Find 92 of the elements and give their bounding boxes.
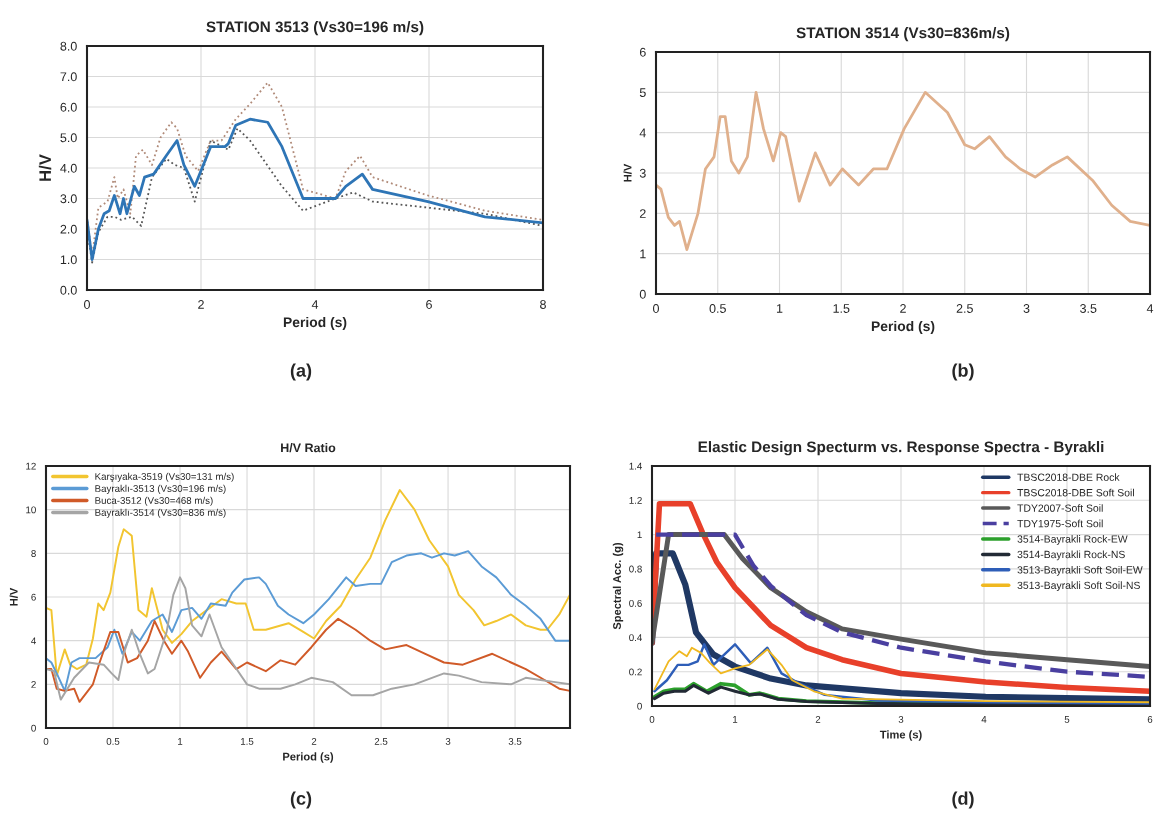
y-tick-label: 0.6 — [629, 599, 642, 607]
text: (c) — [290, 791, 312, 809]
text: (a) — [290, 363, 312, 381]
line-series — [656, 90, 1150, 252]
x-tick-label: 0 — [653, 304, 659, 313]
x-tick-label: 2 — [815, 715, 821, 723]
y-axis-title: Spectral Acc. (g) — [612, 542, 624, 630]
x-tick-label: 3 — [445, 737, 451, 745]
x-tick-label: 0 — [649, 715, 655, 723]
legend-label: Bayraklı-3514 (Vs30=836 m/s) — [95, 508, 226, 518]
y-tick-label: 2 — [639, 209, 646, 218]
x-axis-title: Time (s) — [879, 730, 922, 741]
text: (b) — [952, 363, 974, 381]
x-tick-label: 0 — [43, 737, 49, 745]
y-tick-label: 1.4 — [629, 462, 642, 470]
y-axis-title: H/V — [38, 154, 52, 181]
legend-label: TBSC2018-DBE Rock — [1017, 473, 1120, 481]
y-tick-label: 6 — [31, 593, 36, 601]
x-tick-label: 3 — [898, 715, 904, 723]
text: (d) — [952, 791, 974, 809]
y-tick-label: 1.0 — [60, 255, 77, 265]
y-axis-title: H/V — [623, 163, 632, 182]
chart-title: H/V Ratio — [281, 443, 336, 453]
x-tick-label: 1 — [733, 716, 738, 723]
y-tick-label: 8.0 — [60, 41, 77, 51]
y-tick-label: 1 — [637, 531, 642, 539]
y-tick-label: 4.0 — [60, 163, 77, 173]
y-tick-label: 3.0 — [60, 194, 77, 204]
x-tick-label: 6 — [1147, 715, 1153, 723]
legend-label: Bayraklı-3513 (Vs30=196 m/s) — [95, 484, 226, 494]
y-tick-label: 0 — [31, 724, 36, 732]
x-tick-label: 2.5 — [956, 304, 973, 313]
y-tick-label: 12 — [26, 462, 36, 470]
x-tick-label: 2.5 — [374, 737, 388, 745]
legend-label: Karşıyaka-3519 (Vs30=131 m/s) — [95, 472, 234, 482]
y-tick-label: 0.4 — [629, 634, 642, 642]
y-tick-label: 6.0 — [60, 102, 77, 112]
y-tick-label: 4 — [31, 637, 36, 645]
legend-label: 3513-Bayrakli Soft Soil-NS — [1017, 581, 1140, 592]
x-tick-label: 8 — [540, 300, 546, 309]
x-tick-label: 0.5 — [106, 737, 120, 745]
y-axis-title: H/V — [9, 587, 18, 606]
legend-label: 3514-Bayrakli Rock-EW — [1017, 535, 1128, 545]
x-tick-label: 0 — [84, 300, 90, 309]
y-tick-label: 2.0 — [60, 224, 77, 234]
y-tick-label: 1.2 — [629, 497, 642, 504]
y-tick-label: 5.0 — [60, 133, 77, 143]
y-tick-label: 1 — [640, 249, 646, 259]
chart-title: STATION 3513 (Vs30=196 m/s) — [206, 21, 424, 36]
x-tick-label: 3 — [1023, 304, 1030, 313]
x-tick-label: 4 — [1146, 304, 1154, 313]
y-tick-label: 10 — [26, 506, 36, 514]
legend-label: 3514-Bayrakli Rock-NS — [1017, 550, 1125, 561]
x-tick-label: 1 — [776, 304, 783, 313]
y-tick-label: 0.2 — [629, 668, 642, 676]
x-tick-label: 2 — [900, 304, 906, 313]
y-tick-label: 0 — [637, 702, 642, 710]
x-tick-label: 6 — [426, 300, 432, 309]
y-tick-label: 5 — [639, 88, 646, 97]
chart-title: Elastic Design Specturm vs. Response Spectra - Byrakli — [698, 441, 1104, 456]
y-tick-label: 6 — [639, 47, 646, 57]
y-tick-label: 7.0 — [60, 72, 77, 82]
y-tick-label: 3 — [639, 168, 646, 178]
legend-label: TDY2007-Soft Soil — [1017, 504, 1103, 512]
x-tick-label: 5 — [1064, 716, 1070, 723]
x-tick-label: 3.5 — [1080, 304, 1097, 313]
y-tick-label: 4 — [639, 128, 646, 138]
legend-label: 3513-Bayrakli Soft Soil-EW — [1017, 565, 1143, 576]
x-tick-label: 1.5 — [833, 304, 850, 313]
x-tick-label: 1.5 — [241, 738, 254, 745]
y-tick-label: 0.8 — [629, 565, 642, 573]
x-tick-label: 1 — [178, 738, 183, 745]
legend-label: TBSC2018-DBE Soft Soil — [1017, 488, 1134, 497]
line-series — [46, 617, 570, 703]
x-tick-label: 0.5 — [709, 304, 726, 313]
chart-title: STATION 3514 (Vs30=836m/s) — [796, 27, 1010, 42]
x-axis-title: Period (s) — [283, 752, 334, 763]
legend-label: TDY1975-Soft Soil — [1017, 519, 1103, 528]
legend-label: Buca-3512 (Vs30=468 m/s) — [95, 496, 213, 506]
line-series — [46, 576, 570, 701]
y-tick-label: 0.0 — [60, 285, 77, 295]
x-tick-label: 2 — [311, 737, 317, 745]
y-tick-label: 8 — [31, 550, 36, 557]
x-tick-label: 2 — [198, 300, 204, 309]
y-tick-label: 2 — [31, 681, 36, 688]
x-tick-label: 4 — [981, 716, 987, 723]
line-series — [46, 550, 570, 692]
y-tick-label: 0 — [639, 289, 646, 299]
x-axis-title: Period (s) — [871, 320, 935, 334]
x-tick-label: 4 — [311, 300, 319, 309]
x-tick-label: 3.5 — [508, 737, 522, 745]
x-axis-title: Period (s) — [283, 316, 347, 330]
